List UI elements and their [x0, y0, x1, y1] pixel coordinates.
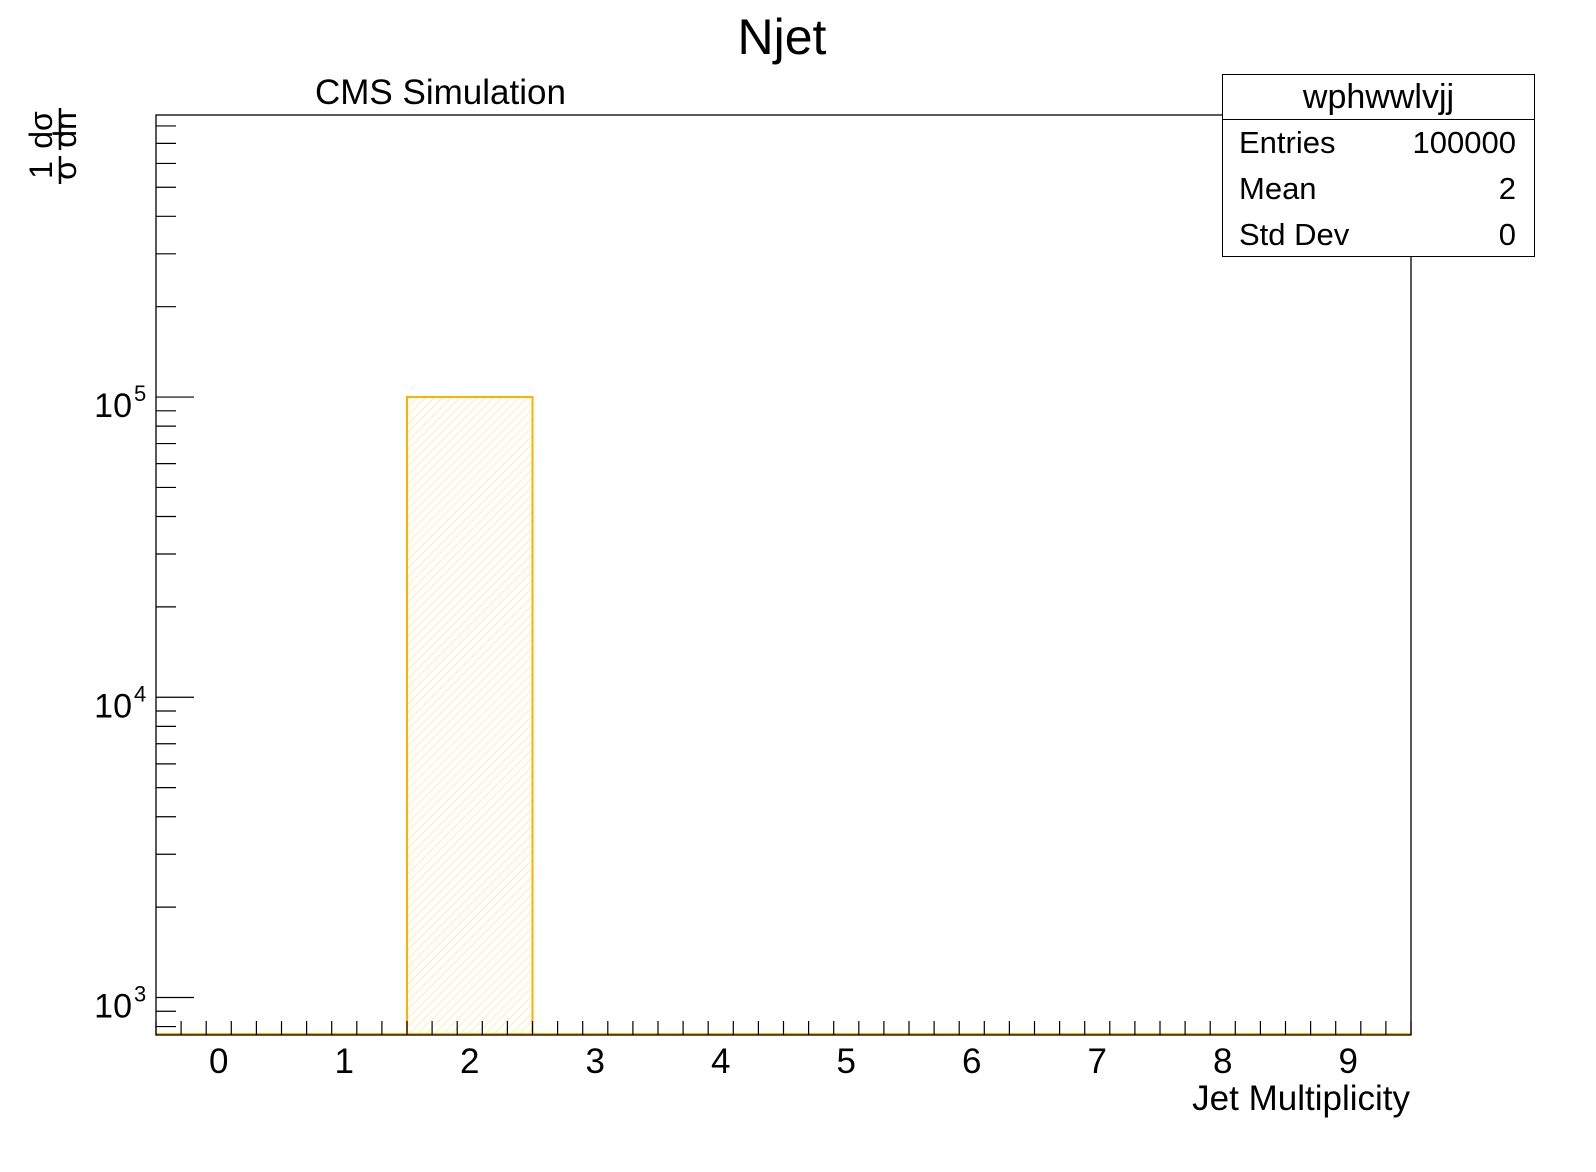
x-tick-label: 4 — [711, 1042, 730, 1081]
y-tick-label: 10 3 — [94, 981, 146, 1025]
stats-label: Std Dev — [1239, 217, 1350, 252]
x-tick-label: 6 — [962, 1042, 981, 1081]
y-tick-exponent: 4 — [134, 681, 146, 706]
y-tick-exponent: 5 — [134, 381, 146, 406]
stats-row-mean: Mean 2 — [1223, 166, 1534, 212]
stats-box: wphwwlvjj Entries 100000 Mean 2 Std Dev … — [1222, 74, 1535, 257]
stats-title: wphwwlvjj — [1223, 75, 1534, 120]
y-tick-base: 10 — [94, 387, 132, 425]
x-tick-label: 2 — [460, 1042, 479, 1081]
chart-subtitle: CMS Simulation — [315, 73, 566, 112]
x-tick-label: 9 — [1339, 1042, 1358, 1081]
stats-value: 100000 — [1412, 125, 1516, 160]
x-tick-label: 1 — [335, 1042, 354, 1081]
y-tick-base: 10 — [94, 687, 132, 725]
x-axis-label: Jet Multiplicity — [1192, 1079, 1410, 1118]
y-tick-exponent: 3 — [134, 981, 146, 1006]
stats-value: 2 — [1498, 171, 1516, 206]
x-tick-label: 7 — [1088, 1042, 1107, 1081]
y-label-one: 1 — [23, 161, 59, 179]
chart-title: Njet — [738, 9, 827, 65]
y-label-dn: dn — [47, 112, 83, 148]
y-label-sigma: σ — [47, 160, 83, 180]
x-tick-label: 0 — [209, 1042, 228, 1081]
x-tick-label: 3 — [586, 1042, 605, 1081]
y-label-dsigma: dσ — [23, 111, 59, 149]
stats-row-entries: Entries 100000 — [1223, 120, 1534, 166]
x-tick-label: 8 — [1213, 1042, 1232, 1081]
stats-label: Mean — [1239, 171, 1317, 206]
histogram-bar — [407, 397, 533, 1035]
y-tick-base: 10 — [94, 987, 132, 1025]
y-axis-label: 1 σ dσ dn — [23, 108, 83, 184]
y-tick-label: 10 5 — [94, 381, 146, 425]
stats-label: Entries — [1239, 125, 1336, 160]
histogram-bar-outline — [406, 396, 534, 1035]
stats-row-stddev: Std Dev 0 — [1223, 212, 1534, 258]
y-tick-label: 10 4 — [94, 681, 146, 725]
x-tick-label: 5 — [837, 1042, 856, 1081]
stats-value: 0 — [1498, 217, 1516, 252]
